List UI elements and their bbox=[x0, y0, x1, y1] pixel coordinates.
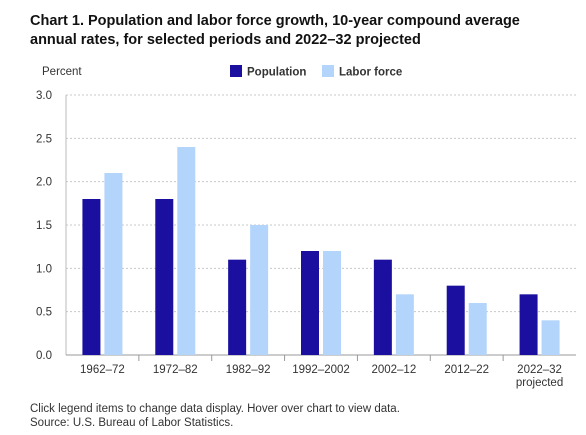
bar-population[interactable] bbox=[519, 294, 538, 355]
y-axis-label: Percent bbox=[42, 66, 82, 78]
x-tick-label: projected bbox=[516, 377, 563, 389]
y-tick-label: 1.5 bbox=[36, 220, 52, 232]
legend-label[interactable]: Population bbox=[247, 67, 306, 79]
x-tick-label: 1982–92 bbox=[226, 364, 271, 376]
legend-label[interactable]: Labor force bbox=[339, 67, 402, 79]
bar-labor-force[interactable] bbox=[541, 320, 560, 355]
bar-population[interactable] bbox=[373, 259, 392, 355]
y-tick-label: 3.0 bbox=[36, 90, 52, 102]
legend-swatch[interactable] bbox=[230, 65, 242, 77]
x-tick-label: 1972–82 bbox=[153, 364, 198, 376]
bar-labor-force[interactable] bbox=[104, 173, 123, 355]
source-note: Source: U.S. Bureau of Labor Statistics. bbox=[30, 417, 234, 429]
bar-population[interactable] bbox=[82, 199, 101, 355]
y-tick-label: 1.0 bbox=[36, 263, 52, 275]
y-tick-label: 0.0 bbox=[36, 350, 52, 362]
interaction-note: Click legend items to change data displa… bbox=[30, 403, 400, 415]
x-tick-label: 2002–12 bbox=[371, 364, 416, 376]
bar-population[interactable] bbox=[228, 259, 247, 355]
bar-population[interactable] bbox=[301, 251, 319, 355]
bar-labor-force[interactable] bbox=[395, 294, 414, 355]
bar-labor-force[interactable] bbox=[250, 225, 269, 355]
y-tick-label: 2.0 bbox=[36, 177, 52, 189]
bar-labor-force[interactable] bbox=[323, 251, 341, 355]
x-tick-label: 1962–72 bbox=[80, 364, 125, 376]
chart-notes: Click legend items to change data displa… bbox=[30, 402, 400, 430]
chart-title: Chart 1. Population and labor force grow… bbox=[30, 13, 520, 48]
bar-population[interactable] bbox=[155, 199, 174, 355]
y-tick-label: 0.5 bbox=[36, 307, 52, 319]
bar-labor-force[interactable] bbox=[468, 303, 487, 355]
x-tick-label: 2012–22 bbox=[444, 364, 489, 376]
bar-labor-force[interactable] bbox=[177, 147, 196, 355]
y-tick-label: 2.5 bbox=[36, 133, 52, 145]
x-tick-label: 2022–32 bbox=[517, 364, 562, 376]
bar-population[interactable] bbox=[446, 285, 465, 355]
legend-swatch[interactable] bbox=[322, 65, 334, 77]
x-tick-label: 1992–2002 bbox=[292, 364, 350, 376]
